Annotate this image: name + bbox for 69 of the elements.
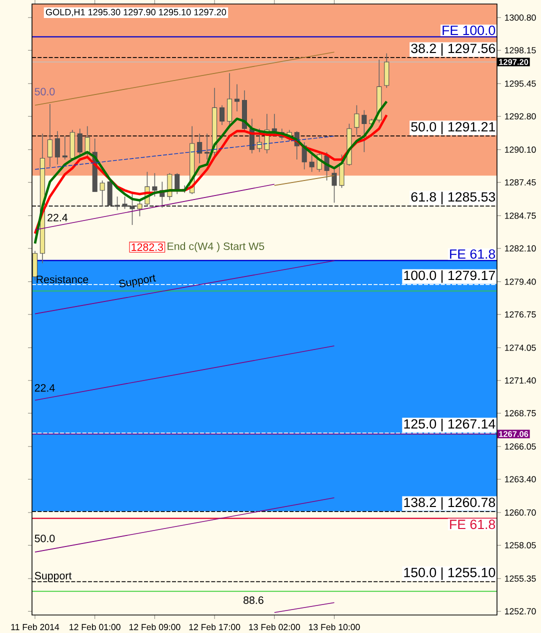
y-tick-label: 1287.45 xyxy=(505,179,536,186)
y-tick-label: 1266.05 xyxy=(505,443,536,450)
ref-line-label: 150.0 | 1255.10 xyxy=(404,567,496,580)
x-tick-label: 12 Feb 09:00 xyxy=(129,624,180,630)
candlestick xyxy=(354,104,360,136)
annotation: Resistance xyxy=(36,275,88,284)
candlestick xyxy=(130,191,135,226)
ref-line-label: FE 61.8 xyxy=(450,249,496,259)
candlestick xyxy=(137,200,142,217)
ref-line-label: 1267.06 xyxy=(499,431,528,437)
candlestick xyxy=(54,130,60,165)
candlestick xyxy=(152,172,158,197)
ref-line-label: 100.0 | 1279.17 xyxy=(404,270,495,283)
y-tick-label: 1263.40 xyxy=(505,476,536,482)
y-tick-label: 1298.15 xyxy=(505,47,536,54)
y-tick-label: 1260.70 xyxy=(505,509,536,516)
annotation: 22.4 xyxy=(34,384,55,392)
y-tick-label: 1290.10 xyxy=(505,146,536,153)
y-tick-label: 1258.05 xyxy=(505,542,536,548)
annotation: 22.4 xyxy=(48,214,68,222)
candlestick xyxy=(47,104,52,168)
annotation: End c(W4 ) Start W5 xyxy=(168,242,264,252)
y-tick-label: 1255.35 xyxy=(505,575,536,582)
x-tick-label: 12 Feb 01:00 xyxy=(70,624,120,630)
y-tick-label: 1295.45 xyxy=(505,80,536,87)
chart-title: GOLD,H1 1295.30 1297.90 1295.10 1297.20 xyxy=(46,8,226,16)
candlestick xyxy=(220,104,225,126)
annotation: Support xyxy=(119,274,156,288)
x-tick-label: 13 Feb 02:00 xyxy=(249,624,300,630)
ref-line-label: 1297.20 xyxy=(499,59,528,65)
annotation: 50.0 xyxy=(34,534,55,542)
candlestick xyxy=(114,196,120,211)
y-tick-label: 1300.80 xyxy=(505,14,536,21)
candlestick xyxy=(174,172,180,194)
y-tick-label: 1282.10 xyxy=(505,245,536,252)
annotation: 50.0 xyxy=(34,88,55,96)
y-tick-label: 1276.75 xyxy=(505,311,536,318)
annotation: 88.6 xyxy=(244,596,264,604)
x-tick-label: 12 Feb 17:00 xyxy=(189,624,240,630)
candlestick xyxy=(384,52,390,88)
y-tick-label: 1271.40 xyxy=(505,377,536,384)
y-tick-label: 1292.80 xyxy=(505,113,536,120)
candlestick xyxy=(77,128,82,158)
candlestick xyxy=(84,126,90,158)
ref-line-label: 50.0 | 1291.21 xyxy=(411,122,496,134)
y-tick-label: 1274.05 xyxy=(505,344,536,351)
candlestick xyxy=(100,180,105,207)
y-tick-label: 1279.40 xyxy=(505,278,536,285)
y-tick-label: 1252.70 xyxy=(505,608,536,614)
candlestick xyxy=(122,196,128,210)
ref-line-label: 38.2 | 1297.56 xyxy=(411,43,496,56)
annotation: 1282.3 xyxy=(132,243,164,251)
y-tick-label: 1268.75 xyxy=(505,410,536,416)
candlestick xyxy=(227,72,232,127)
candlestick xyxy=(197,133,202,164)
candlestick xyxy=(62,136,68,160)
x-tick-label: 11 Feb 2014 xyxy=(11,624,60,630)
candlestick xyxy=(234,84,240,112)
ref-line-label: 138.2 | 1260.78 xyxy=(404,497,496,510)
ref-line-label: FE 100.0 xyxy=(442,26,496,36)
annotation: Support xyxy=(34,572,72,582)
ref-line-label: 125.0 | 1267.14 xyxy=(404,418,496,432)
ref-line-label: FE 61.8 xyxy=(450,520,496,530)
y-tick-label: 1284.75 xyxy=(505,212,536,219)
ref-line-label: 61.8 | 1285.53 xyxy=(411,192,496,204)
candlestick xyxy=(362,110,367,153)
candlestick xyxy=(32,250,38,281)
x-tick-label: 13 Feb 10:00 xyxy=(309,624,360,630)
candlestick xyxy=(332,169,337,204)
